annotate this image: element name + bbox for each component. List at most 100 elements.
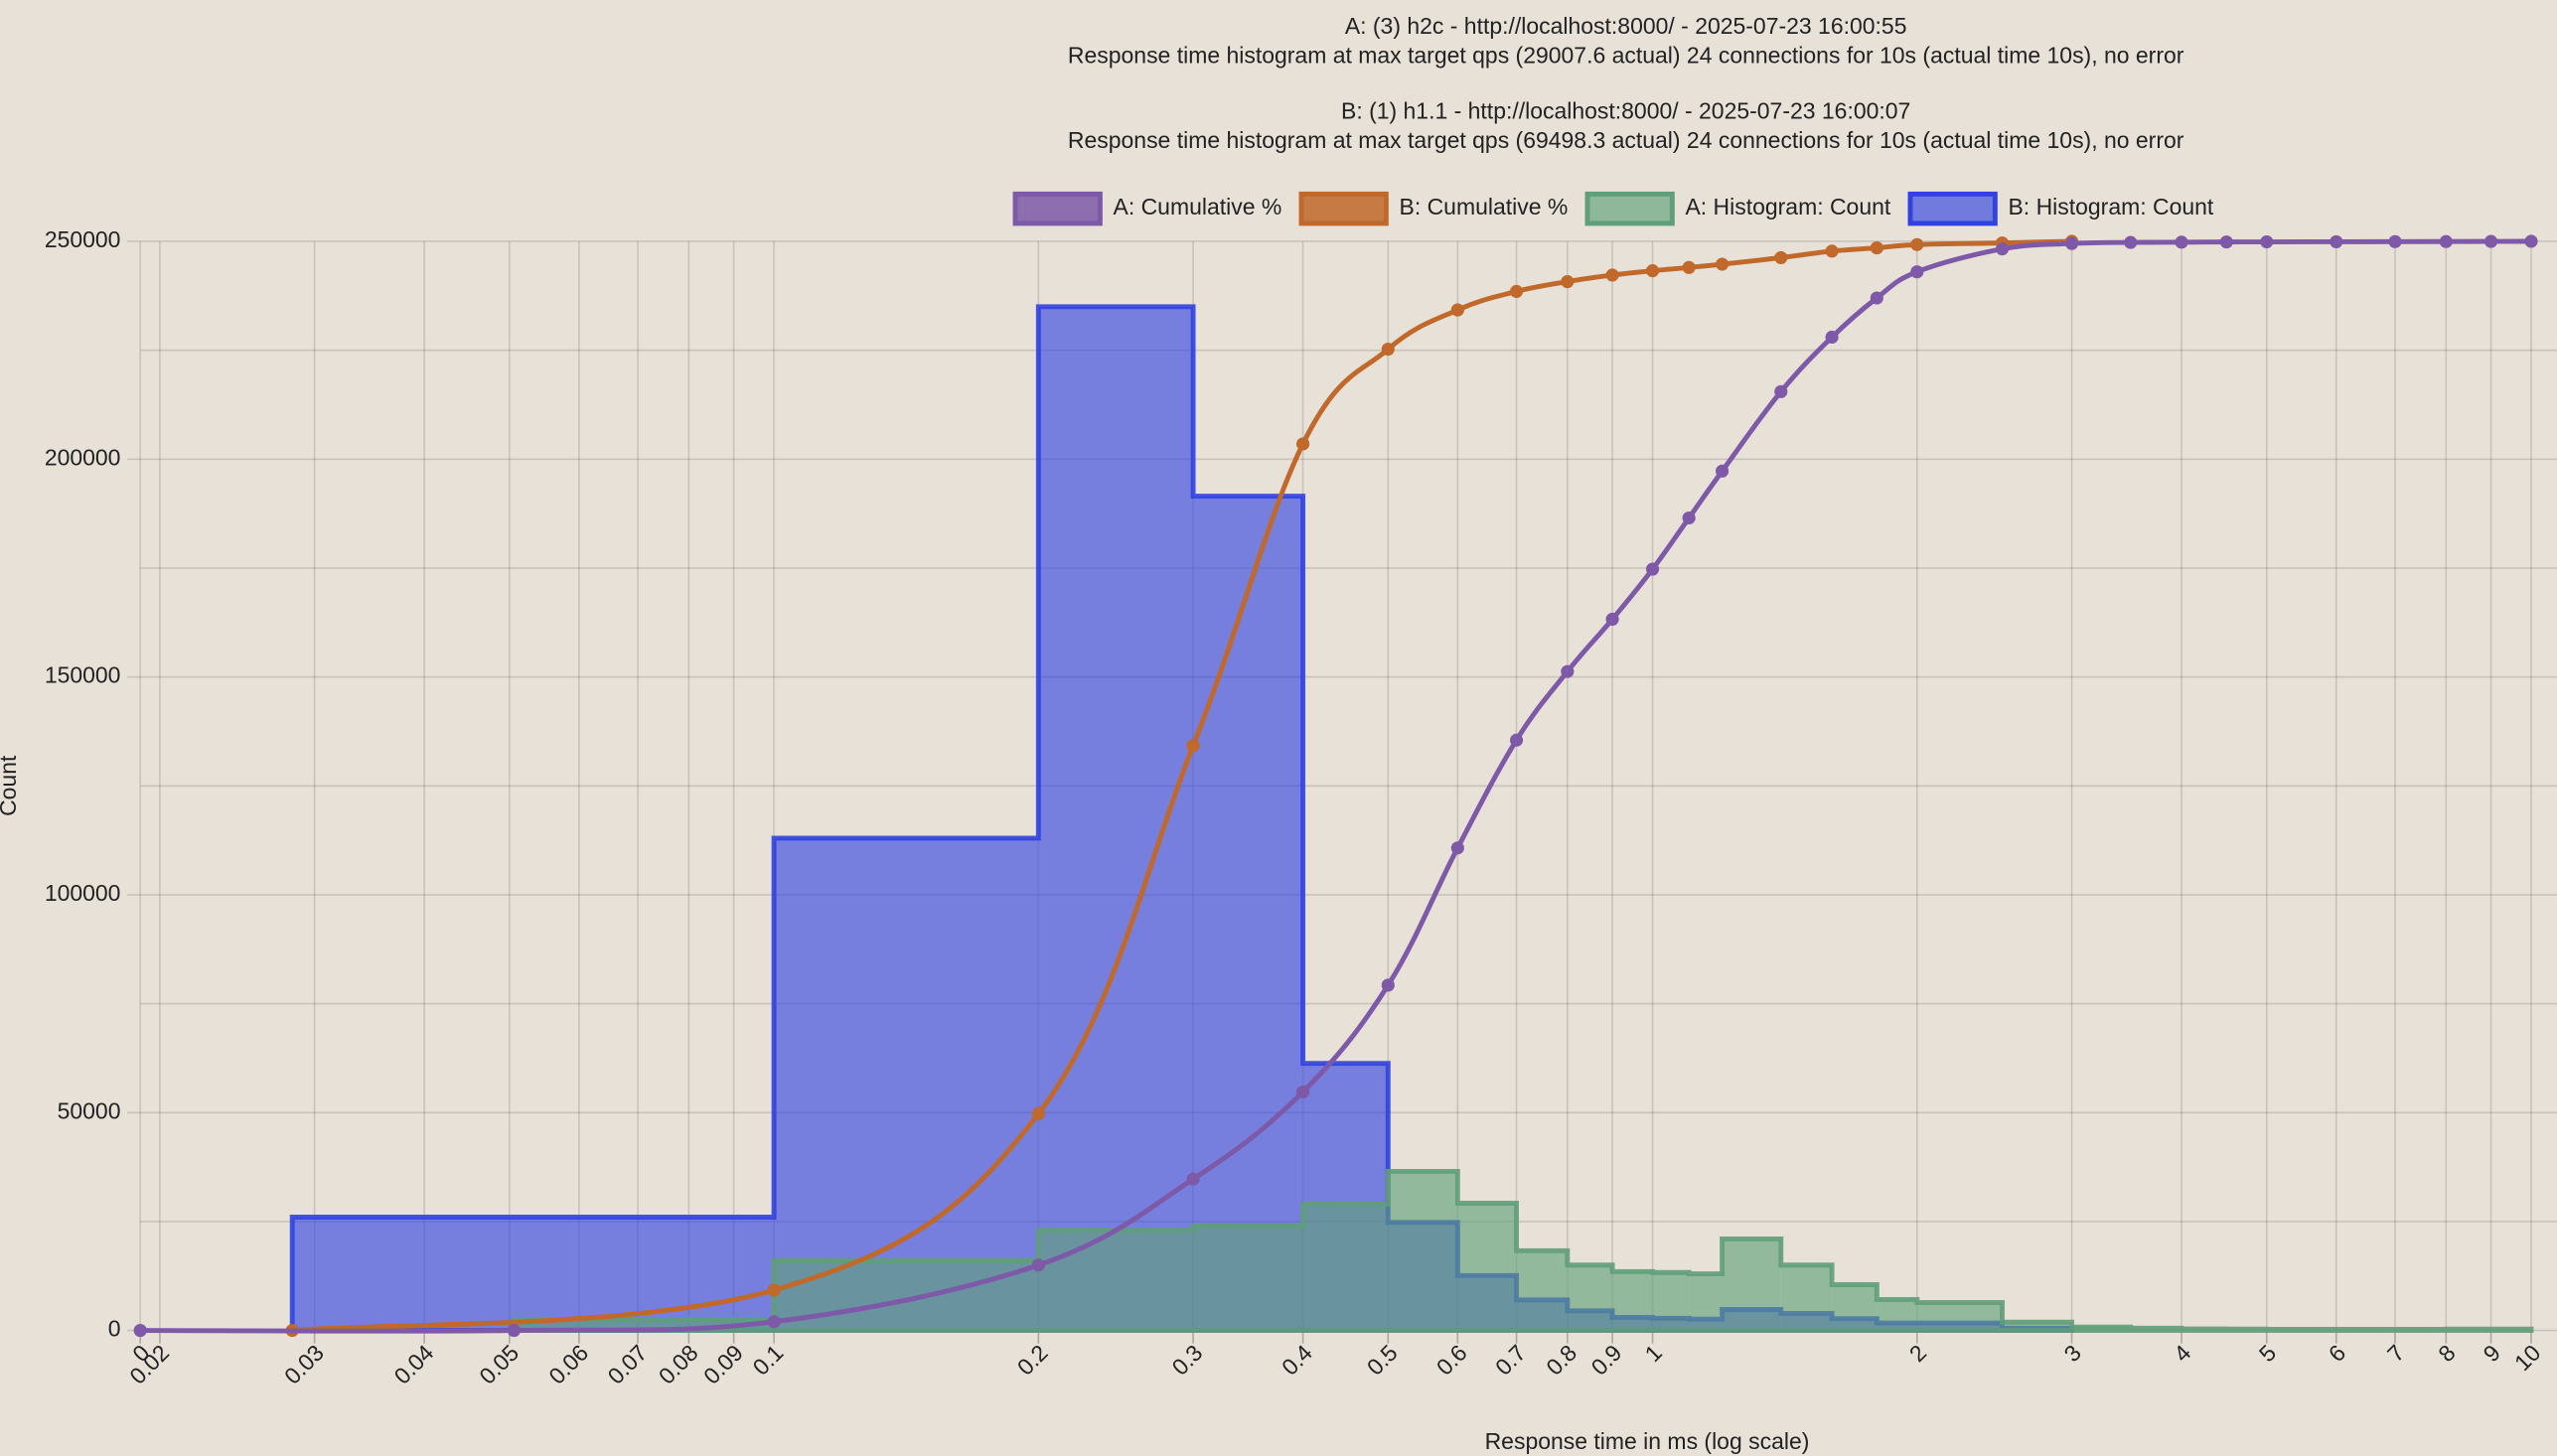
- x-axis-label: Response time in ms (log scale): [1485, 1428, 1810, 1454]
- line: [140, 238, 2532, 1334]
- x-tick-label: 0.9: [1586, 1340, 1627, 1381]
- histogram-bar: [1722, 1238, 1781, 1331]
- point: [1031, 1106, 1045, 1120]
- y-tick-label: 200000: [45, 444, 121, 470]
- point: [1561, 274, 1575, 289]
- legend-label: A: Cumulative %: [1114, 194, 1282, 219]
- histogram-bar: [1302, 1204, 1389, 1331]
- legend-swatch: [1907, 191, 1998, 226]
- point: [1910, 237, 1924, 251]
- point: [1296, 437, 1310, 451]
- x-tick-label: 8: [2433, 1340, 2460, 1367]
- y-axis-label: Count: [0, 755, 21, 816]
- point: [1910, 265, 1924, 279]
- point: [2064, 236, 2079, 250]
- histogram-bar: [774, 837, 1039, 1331]
- legend-item: B: Cumulative %: [1298, 191, 1569, 226]
- histogram-outline: [511, 1169, 2534, 1334]
- x-tick-label: 0.05: [474, 1340, 524, 1389]
- x-tick-label: 9: [2479, 1340, 2505, 1367]
- point: [1995, 242, 2010, 256]
- x-tick-label: 0.04: [389, 1340, 439, 1389]
- y-tick-label: 250000: [45, 226, 121, 252]
- line-series: [133, 234, 2538, 1338]
- point: [1825, 244, 1839, 258]
- histogram-bar: [1193, 1226, 1303, 1331]
- point: [1450, 841, 1464, 855]
- point: [2483, 234, 2498, 248]
- x-tick-label: 0.06: [543, 1340, 593, 1389]
- x-tick-label: 0.08: [654, 1340, 703, 1389]
- histogram-bar: [1832, 1284, 1878, 1331]
- point: [1645, 264, 1660, 278]
- histogram-bar: [2002, 1322, 2072, 1331]
- x-tick-label: 5: [2254, 1340, 2281, 1367]
- point: [507, 1323, 521, 1338]
- histogram-bar: [1780, 1264, 1833, 1331]
- histogram-bar: [1652, 1272, 1690, 1331]
- point: [1561, 664, 1575, 678]
- x-tick-label: 0.3: [1167, 1340, 1208, 1381]
- x-tick-label: 0.03: [279, 1340, 329, 1389]
- histogram-series: [511, 1169, 2534, 1334]
- point: [2330, 234, 2343, 248]
- x-tick-label: 7: [2382, 1340, 2409, 1367]
- point: [1509, 284, 1524, 298]
- point: [1296, 1085, 1310, 1098]
- x-tick-label: 2: [1904, 1340, 1931, 1367]
- x-tick-label: 0.4: [1277, 1340, 1317, 1381]
- chart-title: A: (3) h2c - http://localhost:8000/ - 20…: [1345, 13, 1907, 39]
- point: [2124, 235, 2138, 249]
- histogram-bar: [1038, 1230, 1194, 1331]
- x-tick-label: 0.09: [698, 1340, 748, 1389]
- x-tick-label: 0.2: [1012, 1340, 1053, 1381]
- histogram-bar: [1388, 1171, 1458, 1331]
- legend-swatch: [1012, 191, 1103, 226]
- x-tick-label: 0.5: [1362, 1340, 1403, 1381]
- histogram-bar: [1689, 1273, 1723, 1331]
- point: [2260, 234, 2274, 249]
- histogram-bar: [1516, 1250, 1568, 1331]
- y-tick-label: 0: [108, 1316, 121, 1342]
- histogram-bar: [774, 1260, 1039, 1331]
- histogram-bar: [1916, 1302, 2003, 1331]
- legend-swatch: [1584, 191, 1675, 226]
- point: [1031, 1258, 1045, 1272]
- legend-item: A: Histogram: Count: [1584, 191, 1891, 226]
- chart-subtitle: Response time histogram at max target qp…: [1068, 43, 2184, 69]
- point: [1186, 1172, 1200, 1186]
- chart-subtitle: Response time histogram at max target qp…: [1068, 127, 2184, 153]
- x-tick-label: 0.6: [1431, 1340, 1472, 1381]
- legend-item: B: Histogram: Count: [1907, 191, 2214, 226]
- point: [1870, 241, 1883, 255]
- point: [1605, 268, 1619, 282]
- x-tick-label: 0.07: [602, 1340, 652, 1389]
- point: [1509, 733, 1524, 747]
- line-series: [285, 234, 2079, 1338]
- line: [292, 238, 2072, 1334]
- histogram-bar: [292, 1217, 775, 1331]
- point: [1682, 260, 1696, 274]
- y-tick-label: 150000: [45, 662, 121, 688]
- point: [2524, 234, 2538, 248]
- x-tick-label: 0.8: [1541, 1340, 1581, 1381]
- histogram-bar: [1457, 1203, 1517, 1331]
- legend-label: B: Histogram: Count: [2008, 194, 2213, 219]
- point: [1682, 510, 1696, 525]
- x-tick-label: 10: [2509, 1340, 2545, 1376]
- histogram-bar: [1877, 1299, 1917, 1331]
- histogram-bar: [1612, 1271, 1653, 1331]
- point: [1774, 384, 1788, 398]
- point: [767, 1283, 781, 1297]
- y-tick-label: 50000: [58, 1097, 121, 1123]
- x-tick-label: 1: [1640, 1340, 1667, 1367]
- x-tick-label: 0.1: [748, 1340, 789, 1381]
- point: [1645, 562, 1660, 576]
- chart-title: B: (1) h1.1 - http://localhost:8000/ - 2…: [1341, 97, 1910, 123]
- point: [2388, 234, 2402, 248]
- legend-item: A: Cumulative %: [1012, 191, 1282, 226]
- point: [2439, 234, 2453, 248]
- legend-label: B: Cumulative %: [1400, 194, 1569, 219]
